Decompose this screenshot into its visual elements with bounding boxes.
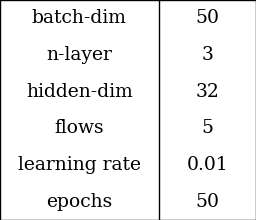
- Text: hidden-dim: hidden-dim: [26, 83, 133, 101]
- Text: flows: flows: [55, 119, 104, 137]
- Text: 3: 3: [201, 46, 213, 64]
- Text: epochs: epochs: [46, 193, 112, 211]
- Text: 50: 50: [195, 193, 219, 211]
- Text: learning rate: learning rate: [18, 156, 141, 174]
- Text: 0.01: 0.01: [186, 156, 228, 174]
- Text: 5: 5: [201, 119, 213, 137]
- Text: 50: 50: [195, 9, 219, 27]
- Text: 32: 32: [195, 83, 219, 101]
- Text: n-layer: n-layer: [46, 46, 112, 64]
- Text: batch-dim: batch-dim: [32, 9, 127, 27]
